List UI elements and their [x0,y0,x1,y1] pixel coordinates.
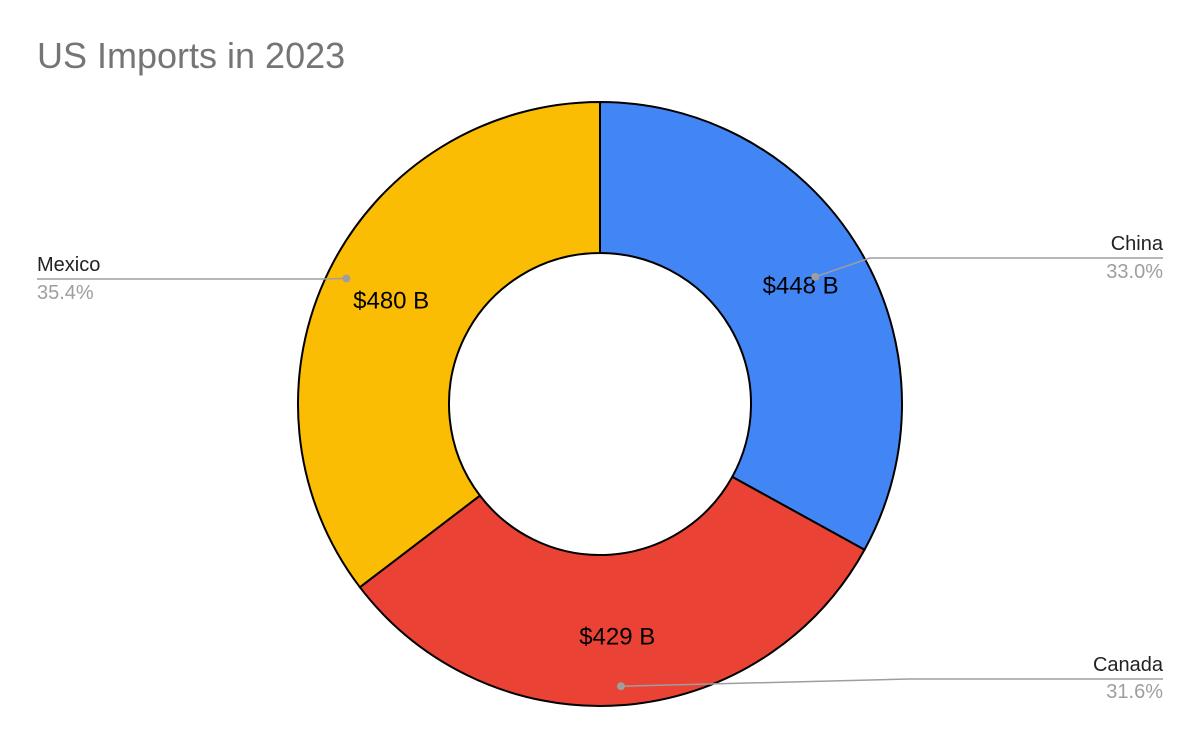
slice-canada [358,475,866,707]
callouts-layer: China 33.0% Canada 31.6% Mexico 35.4% [37,233,1164,703]
slice-china [599,100,903,552]
value-labels-layer: $448 B $429 B $480 B [353,272,839,650]
callout-name-canada: Canada [1093,654,1164,676]
leader-dot-mexico [342,274,351,283]
chart-title: US Imports in 2023 [37,35,345,76]
leader-dot-china [811,272,820,281]
slice-mexico [297,100,601,589]
value-label-canada: $429 B [579,623,655,650]
callout-name-mexico: Mexico [37,254,100,276]
callout-percent-mexico: 35.4% [37,282,94,304]
leader-line-china [814,257,1163,278]
leader-line-canada [620,678,1163,687]
callout-percent-china: 33.0% [1106,261,1163,283]
callout-percent-canada: 31.6% [1106,681,1163,703]
slices-layer [297,100,903,707]
value-label-china: $448 B [763,272,839,299]
callout-name-china: China [1111,233,1164,255]
leader-line-mexico [37,277,347,280]
value-label-mexico: $480 B [353,288,429,315]
leader-dot-canada [616,682,625,691]
